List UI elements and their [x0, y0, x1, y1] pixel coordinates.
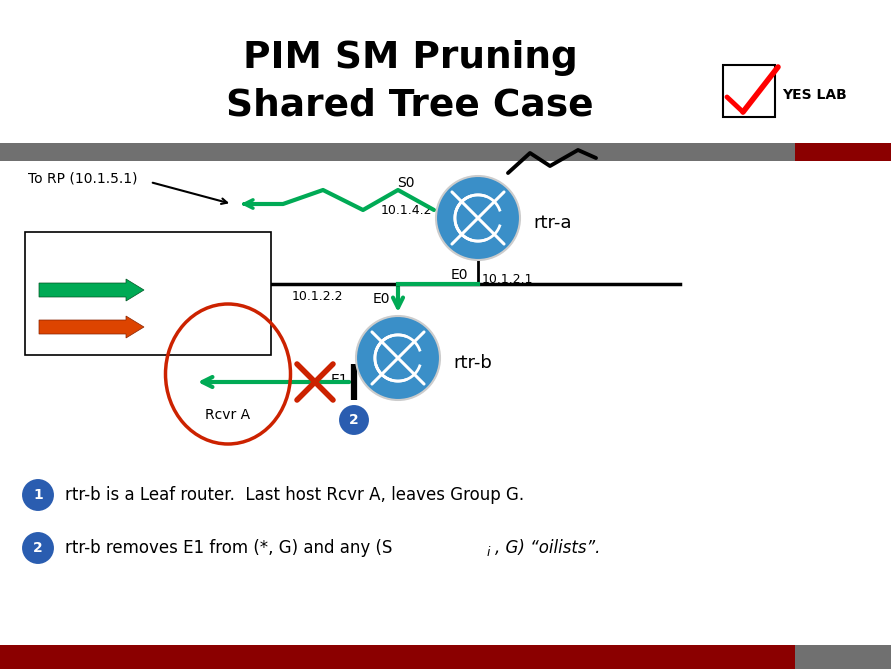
- Bar: [795, 143, 891, 161]
- Text: YES LAB: YES LAB: [782, 88, 846, 102]
- Circle shape: [21, 478, 55, 512]
- Text: 2: 2: [33, 541, 43, 555]
- Text: , G) Traffic Flow: , G) Traffic Flow: [62, 248, 166, 261]
- Text: 1: 1: [33, 488, 43, 502]
- Text: Rcvr A: Rcvr A: [206, 408, 250, 422]
- Bar: [0, 645, 795, 669]
- Text: 2: 2: [349, 413, 359, 427]
- FancyArrow shape: [39, 316, 144, 338]
- Text: rtr-b removes E1 from (*, G) and any (S: rtr-b removes E1 from (*, G) and any (S: [65, 539, 392, 557]
- Text: rtr-b: rtr-b: [453, 354, 492, 372]
- Bar: [0, 143, 795, 161]
- Text: rtr-a: rtr-a: [533, 214, 571, 232]
- Text: S0: S0: [397, 176, 414, 190]
- Text: E1: E1: [331, 373, 348, 387]
- Text: To RP (10.1.5.1): To RP (10.1.5.1): [28, 171, 137, 185]
- Circle shape: [356, 316, 440, 400]
- Bar: [723, 65, 775, 117]
- Text: 10.1.4.2: 10.1.4.2: [380, 204, 432, 217]
- Text: PIM SM Pruning: PIM SM Pruning: [242, 40, 577, 76]
- Text: SPT Tree: SPT Tree: [165, 320, 224, 334]
- Text: E0: E0: [372, 292, 390, 306]
- Circle shape: [21, 531, 55, 565]
- Text: 10.1.2.2: 10.1.2.2: [291, 290, 343, 303]
- Circle shape: [338, 404, 370, 436]
- Text: S1: S1: [520, 146, 537, 160]
- Circle shape: [436, 176, 520, 260]
- FancyArrow shape: [39, 279, 144, 301]
- Bar: [795, 645, 891, 669]
- Text: , G) “oilists”.: , G) “oilists”.: [495, 539, 601, 557]
- FancyBboxPatch shape: [24, 231, 271, 355]
- Text: i: i: [55, 252, 58, 262]
- Text: E0: E0: [451, 268, 468, 282]
- Text: Shared Tree: Shared Tree: [165, 283, 248, 297]
- Text: rtr-b is a Leaf router.  Last host Rcvr A, leaves Group G.: rtr-b is a Leaf router. Last host Rcvr A…: [65, 486, 524, 504]
- Text: i: i: [487, 547, 491, 559]
- Text: Shared Tree Case: Shared Tree Case: [226, 87, 593, 123]
- Text: (S: (S: [35, 248, 48, 261]
- Text: 10.1.2.1: 10.1.2.1: [482, 273, 534, 286]
